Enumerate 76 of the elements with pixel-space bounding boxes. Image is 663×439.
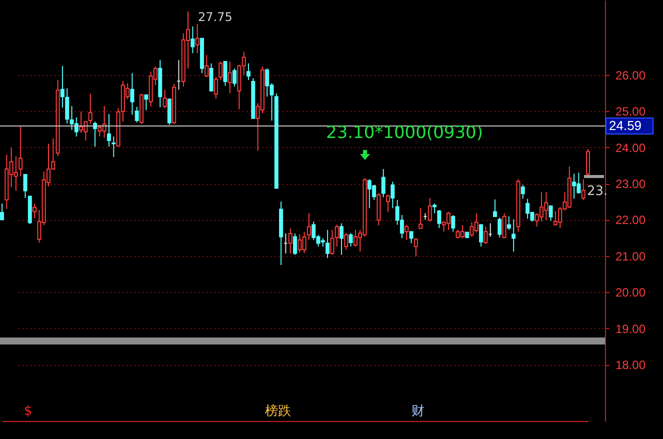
candlestick	[293, 232, 297, 256]
y-tick-label: 19.00	[616, 322, 646, 336]
candlestick	[214, 76, 218, 99]
candlestick	[581, 178, 586, 201]
candlestick	[130, 72, 134, 116]
candlestick	[162, 89, 167, 109]
candlestick	[79, 110, 84, 134]
candlestick	[306, 212, 311, 241]
candlestick	[106, 114, 111, 148]
candlestick	[479, 224, 484, 248]
candlestick	[74, 116, 78, 137]
annotation: 27.75	[198, 10, 232, 24]
y-tick-label: 18.00	[616, 358, 646, 372]
candlestick	[288, 228, 292, 254]
candlestick	[520, 184, 525, 200]
candlestick	[228, 61, 232, 94]
candlestick	[326, 229, 330, 259]
candlestick	[572, 173, 576, 200]
candlestick	[112, 136, 116, 158]
annotation: 财	[412, 404, 424, 419]
candlestick	[428, 198, 432, 222]
candlestick	[232, 68, 237, 88]
candlestick	[381, 168, 386, 198]
candlestick	[223, 61, 228, 86]
annotation: $	[24, 404, 32, 419]
candlestick	[498, 217, 502, 238]
candlestick	[386, 194, 390, 212]
y-tick-label: 23.00	[616, 177, 646, 192]
candlestick	[190, 26, 195, 54]
candlestick	[437, 209, 442, 229]
candlestick	[195, 23, 200, 54]
candlestick	[512, 218, 516, 252]
candlestick	[404, 224, 409, 241]
candlestick	[484, 226, 488, 244]
y-tick-label: 24.00	[616, 140, 646, 155]
candlestick	[348, 232, 353, 248]
candlestick	[144, 94, 148, 111]
y-tick-label: 26.00	[616, 68, 646, 82]
candlestick	[65, 88, 70, 124]
candlestick	[265, 68, 270, 98]
candlestick	[204, 54, 209, 78]
candlestick	[446, 211, 450, 230]
candlestick	[23, 174, 28, 199]
candlestick	[502, 212, 506, 239]
candlestick	[0, 202, 4, 220]
candlestick	[167, 98, 172, 126]
candlestick	[14, 156, 18, 192]
y-tick-label: 21.00	[616, 249, 646, 264]
candlestick	[32, 203, 37, 219]
y-tick-label: 25.00	[616, 104, 646, 119]
candlestick	[340, 222, 344, 256]
candlestick	[60, 65, 64, 108]
ref-line-label: 24.59	[609, 118, 642, 133]
candlestick	[548, 204, 553, 222]
candlestick	[88, 93, 92, 124]
y-tick-label: 20.00	[616, 286, 646, 300]
candlestick	[432, 202, 437, 214]
candlestick	[218, 61, 223, 80]
candlestick	[586, 148, 590, 176]
candlestick	[209, 62, 214, 92]
candlestick	[460, 224, 464, 239]
candlestick	[526, 198, 530, 220]
candlestick	[506, 216, 511, 230]
candlestick	[409, 231, 414, 244]
candlestick	[18, 126, 23, 177]
candlestick	[246, 62, 250, 80]
candlestick	[418, 208, 423, 229]
candlestick	[414, 238, 418, 257]
candlestick	[344, 232, 348, 250]
annotation: 榜跌	[265, 404, 291, 419]
candlestick	[451, 214, 456, 232]
candlestick	[492, 198, 497, 217]
candlestick	[390, 181, 395, 209]
candlestick	[134, 106, 139, 123]
y-tick-label: 22.00	[616, 213, 646, 228]
annotation: 23.10*1000(0930)	[326, 123, 483, 143]
